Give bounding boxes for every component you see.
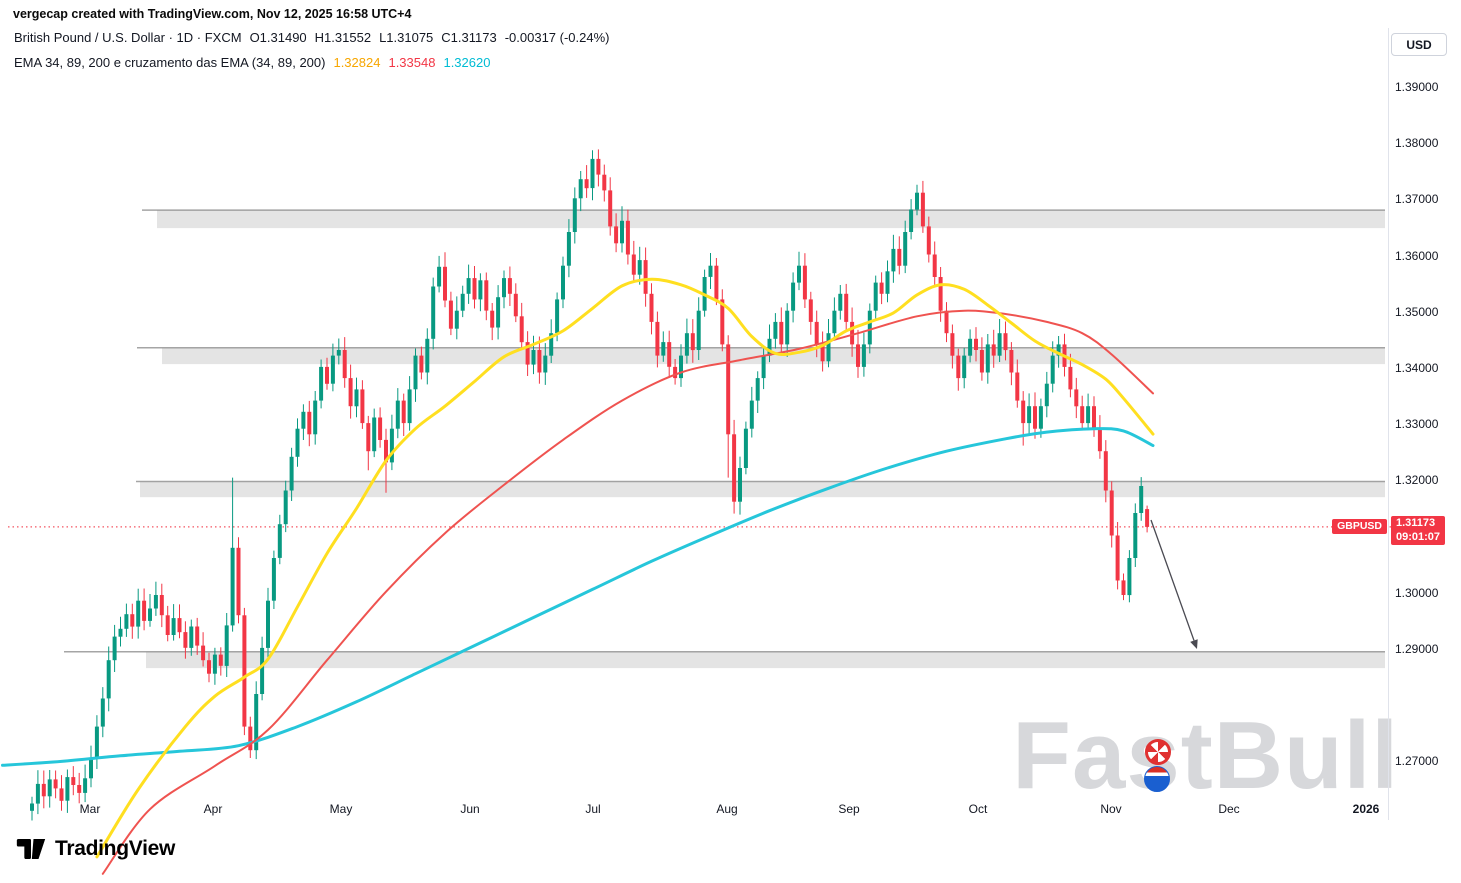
time-axis-label: 2026 [1352,802,1380,816]
currency-usd-button[interactable]: USD [1391,33,1447,56]
fastbull-watermark: FastBull [1012,702,1399,809]
time-axis-label: Jul [585,802,601,816]
symbol-title[interactable]: British Pound / U.S. Dollar · 1D · FXCM [14,30,242,45]
ema89-line[interactable] [101,309,1154,875]
low-value: L1.31075 [379,30,434,45]
tradingview-logo[interactable]: TradingView [16,836,175,862]
time-axis-label: Jun [460,802,480,816]
price-axis-label: 1.39000 [1395,80,1439,94]
price-axis-label: 1.30000 [1395,586,1439,600]
ema200-line[interactable] [1,427,1155,767]
close-value: C1.31173 [441,30,497,45]
gbpusd-price-tag[interactable]: GBPUSD [1332,519,1387,534]
fastbull-logo-icon-red [1145,739,1171,765]
time-axis[interactable]: Mar Apr May Jun Jul Aug Sep Oct Nov Dec 2026 [0,802,1461,822]
time-axis-label: Oct [968,802,988,816]
ema-indicator-row[interactable]: EMA 34, 89, 200 e cruzamento das EMA (34… [14,55,490,70]
tradingview-logo-text: TradingView [55,837,176,860]
time-axis-label: Apr [203,802,223,816]
time-axis-label: Sep [838,802,860,816]
price-axis-label: 1.38000 [1395,136,1439,150]
ema89-value: 1.33548 [388,55,436,70]
time-axis-label: Aug [716,802,738,816]
sr-zone-band [140,481,1385,498]
ema34-line[interactable] [95,277,1155,859]
price-axis-label: 1.35000 [1395,305,1439,319]
price-axis-label: 1.36000 [1395,249,1439,263]
time-axis-label: May [329,802,353,816]
fastbull-logo-icon-globe [1144,766,1170,792]
price-axis-label: 1.37000 [1395,192,1439,206]
price-axis-border [1388,28,1389,820]
attribution-text: vergecap created with TradingView.com, N… [13,7,412,21]
time-axis-label: Nov [1100,802,1122,816]
price-axis-label: 1.32000 [1395,473,1439,487]
price-axis-label: 1.33000 [1395,417,1439,431]
time-axis-label: Dec [1218,802,1240,816]
symbol-legend-row[interactable]: British Pound / U.S. Dollar · 1D · FXCM … [14,30,610,45]
ema-indicator-title[interactable]: EMA 34, 89, 200 e cruzamento das EMA (34… [14,55,326,70]
bar-countdown: 09:01:07 [1396,530,1441,543]
time-axis-label: Mar [79,802,101,816]
last-price-value: 1.31173 [1396,517,1436,529]
ema200-value: 1.32620 [443,55,491,70]
tradingview-logo-icon [16,839,46,859]
change-value: -0.00317 (-0.24%) [504,30,610,45]
sr-zone-band [157,210,1385,229]
price-axis[interactable]: 1.39000 1.38000 1.37000 1.36000 1.35000 1.340… [1395,0,1459,830]
price-axis-label: 1.29000 [1395,642,1439,656]
candlestick-series [30,149,1150,821]
high-value: H1.31552 [314,30,372,45]
last-price-badge[interactable]: 1.31173 09:01:07 [1391,516,1446,545]
sr-zone-band [162,347,1385,365]
price-axis-label: 1.34000 [1395,361,1439,375]
trend-arrow-drawing[interactable] [1150,519,1198,649]
price-axis-label: 1.27000 [1395,754,1439,768]
ema34-value: 1.32824 [333,55,381,70]
open-value: O1.31490 [249,30,307,45]
support-resistance-zones[interactable] [64,209,1385,669]
